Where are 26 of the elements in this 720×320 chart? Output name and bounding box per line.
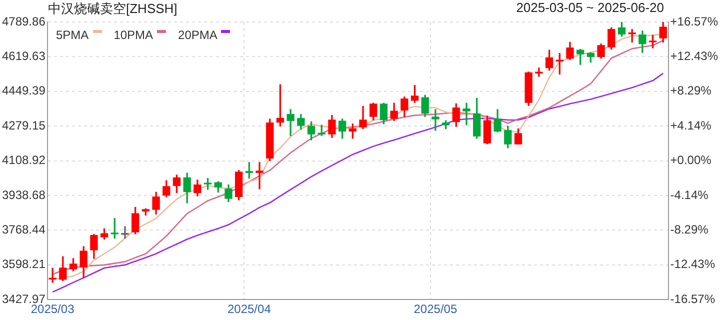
y-tick-label: 4789.86: [2, 14, 46, 28]
y-tick-label: 4279.15: [2, 118, 46, 132]
y-tick-label: 4449.39: [2, 84, 46, 98]
y2-tick-label: +8.29%: [670, 84, 712, 98]
y2-tick-label: -16.57%: [670, 292, 716, 306]
chart-title: 中汉烧碱卖空[ZHSSH]: [48, 0, 178, 18]
y2-tick-label: +16.57%: [670, 14, 718, 28]
candlestick: [110, 218, 118, 239]
y-tick-label: 3598.21: [2, 257, 46, 272]
chart-subtitle: 2025-03-05 ~ 2025-06-20: [516, 0, 664, 15]
y2-tick-label: +12.43%: [670, 48, 718, 63]
y-tick-label: 4619.63: [2, 49, 46, 64]
y2-tick-label: -12.43%: [670, 257, 716, 272]
y-tick-label: 3768.44: [2, 222, 46, 237]
y2-tick-label: -4.14%: [670, 188, 709, 202]
x-tick-label: 2025/05: [414, 302, 458, 316]
x-tick-label: 2025/04: [227, 302, 272, 316]
y-tick-label: 4108.92: [2, 153, 46, 168]
legend-label: 5PMA: [56, 28, 89, 42]
y2-tick-label: +0.00%: [670, 153, 712, 168]
y-tick-label: 3938.68: [2, 188, 46, 202]
y2-tick-label: -8.29%: [670, 222, 709, 237]
y2-tick-label: +4.14%: [670, 118, 712, 132]
legend-label: 20PMA: [178, 28, 218, 42]
legend-label: 10PMA: [114, 28, 154, 42]
candlestick: [204, 178, 212, 190]
